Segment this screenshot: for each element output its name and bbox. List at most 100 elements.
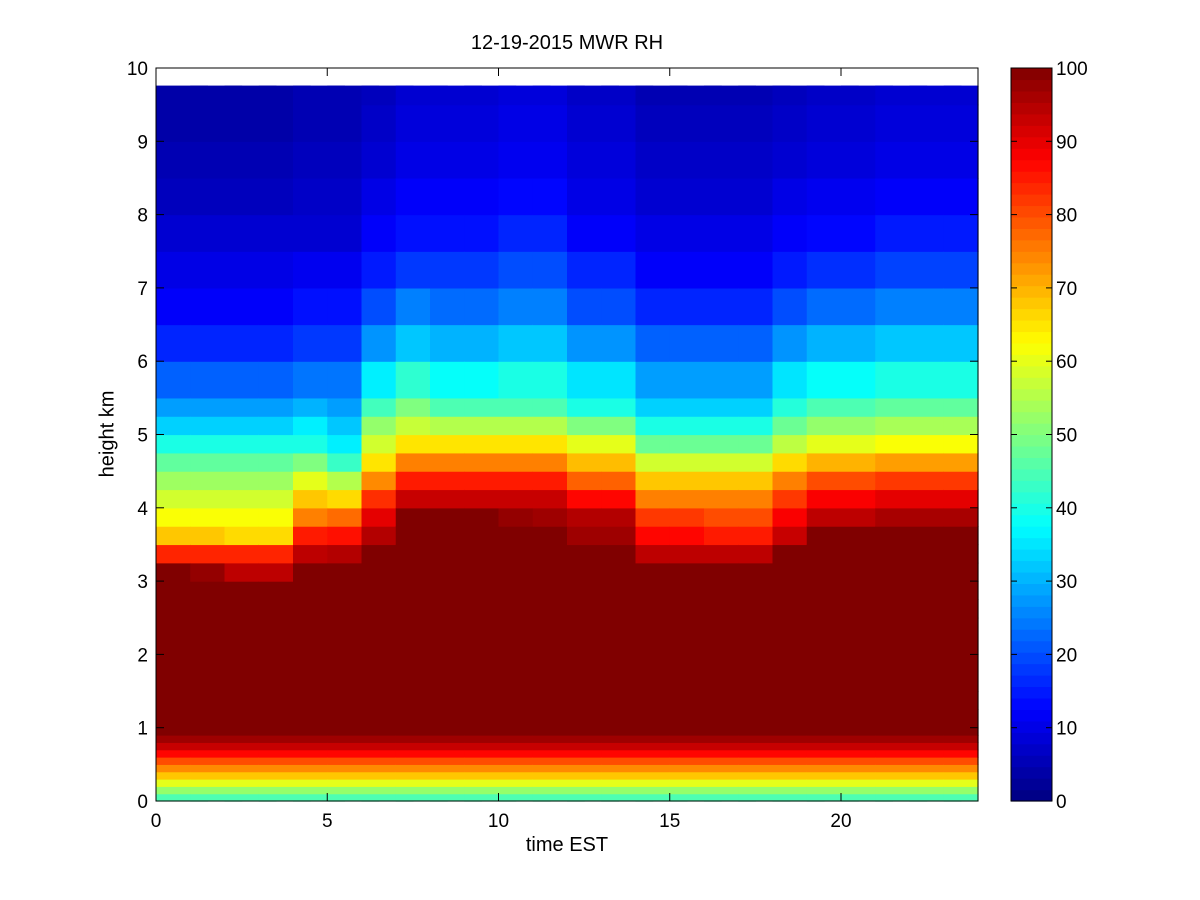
heatmap-cell (909, 779, 962, 787)
heatmap-cell (943, 617, 979, 655)
heatmap-cell (806, 757, 859, 765)
heatmap-cell (258, 786, 311, 795)
y-tick-label: 6 (137, 352, 148, 373)
heatmap-cell (806, 742, 859, 751)
heatmap-cell (430, 757, 482, 765)
heatmap-cell (190, 764, 243, 773)
heatmap-cell (943, 757, 979, 765)
heatmap-cell (567, 757, 619, 765)
heatmap-cell (395, 757, 448, 765)
heatmap-cell (704, 771, 756, 780)
heatmap-cell (772, 786, 825, 795)
heatmap-cell (464, 779, 517, 787)
heatmap-cell (875, 786, 928, 795)
heatmap-cell (943, 749, 979, 758)
heatmap-cell (464, 749, 517, 758)
heatmap-cell (464, 727, 517, 736)
heatmap-cell (395, 727, 448, 736)
heatmap-cell (430, 779, 482, 787)
heatmap-cell (395, 779, 448, 787)
heatmap-cell (772, 764, 825, 773)
heatmap-cell (327, 764, 380, 773)
heatmap-cell (943, 526, 979, 546)
heatmap-cell (806, 771, 859, 780)
heatmap-cell (361, 764, 414, 773)
heatmap-cell (704, 742, 756, 751)
heatmap-cell (875, 727, 928, 736)
heatmap-cell (875, 779, 928, 787)
heatmap-cell (327, 793, 380, 802)
heatmap-cell (943, 397, 979, 417)
heatmap-cell (224, 779, 277, 787)
heatmap-cell (327, 771, 380, 780)
heatmap-cell (943, 771, 979, 780)
heatmap-cell (943, 177, 979, 216)
heatmap-cell (738, 779, 791, 787)
heatmap-cells (156, 85, 979, 802)
heatmap-cell (190, 793, 243, 802)
heatmap-cell (430, 85, 482, 87)
heatmap-cell (806, 749, 859, 758)
heatmap-cell (635, 749, 688, 758)
heatmap-cell (601, 735, 654, 743)
heatmap-cell (430, 727, 482, 736)
heatmap-cell (464, 793, 517, 802)
heatmap-cell (327, 786, 380, 795)
heatmap-cell (738, 771, 791, 780)
heatmap-cell (635, 764, 688, 773)
heatmap-cell (361, 735, 414, 743)
heatmap-cell (361, 786, 414, 795)
heatmap-cell (875, 749, 928, 758)
heatmap-cell (567, 85, 619, 87)
heatmap-cell (532, 727, 585, 736)
heatmap-cell (464, 742, 517, 751)
heatmap-cell (430, 764, 482, 773)
heatmap-cell (738, 757, 791, 765)
heatmap-cell (567, 742, 619, 751)
heatmap-cell (669, 757, 722, 765)
y-tick-label: 3 (137, 572, 148, 593)
heatmap-cell (909, 735, 962, 743)
heatmap-cell (841, 771, 893, 780)
heatmap-cell (224, 793, 277, 802)
heatmap-cell (943, 727, 979, 736)
heatmap-cell (738, 727, 791, 736)
heatmap-cell (327, 779, 380, 787)
heatmap-cell (224, 771, 277, 780)
heatmap-cell (943, 287, 979, 326)
heatmap-cell (943, 507, 979, 527)
heatmap-cell (806, 85, 859, 87)
heatmap-cell (943, 735, 979, 743)
heatmap-cell (909, 727, 962, 736)
heatmap-cell (601, 771, 654, 780)
heatmap-cell (258, 742, 311, 751)
heatmap-cell (841, 764, 893, 773)
heatmap-cell (567, 771, 619, 780)
heatmap-cell (738, 793, 791, 802)
heatmap-cell (464, 85, 517, 87)
heatmap-cell (601, 757, 654, 765)
heatmap-cell (909, 786, 962, 795)
heatmap-cell (327, 757, 380, 765)
heatmap-cell (430, 771, 482, 780)
y-tick-label: 9 (137, 132, 148, 153)
x-axis-label: time EST (525, 834, 609, 856)
heatmap-cell (943, 764, 979, 773)
heatmap-cell (567, 779, 619, 787)
heatmap-cell (738, 786, 791, 795)
heatmap-cell (806, 727, 859, 736)
heatmap-cell (875, 764, 928, 773)
heatmap-cell (395, 771, 448, 780)
heatmap-cell (258, 779, 311, 787)
heatmap-cell (498, 735, 551, 743)
heatmap-cell (841, 786, 893, 795)
heatmap-cell (704, 735, 756, 743)
heatmap-cell (464, 757, 517, 765)
heatmap-cell (498, 742, 551, 751)
heatmap-cell (532, 749, 585, 758)
heatmap-cell (943, 361, 979, 399)
heatmap-cell (909, 793, 962, 802)
x-tick-label: 0 (151, 811, 162, 832)
heatmap-cell (156, 749, 208, 758)
heatmap-cell (190, 735, 243, 743)
